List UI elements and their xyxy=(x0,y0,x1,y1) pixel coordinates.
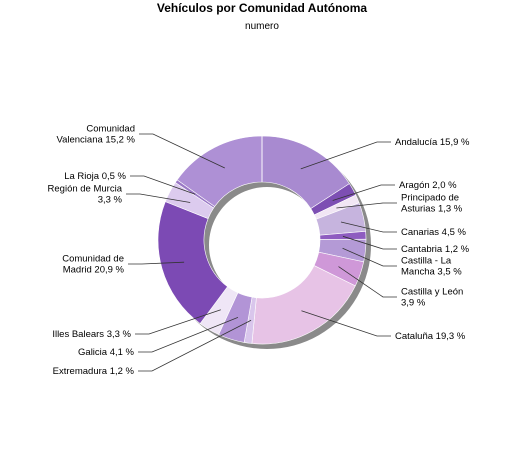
label-la-rioja: La Rioja 0,5 % xyxy=(64,171,126,182)
leader-illes-balears xyxy=(135,309,221,335)
chart-subtitle: numero xyxy=(245,21,279,32)
leader-canarias xyxy=(340,221,397,233)
label-leaders xyxy=(126,133,397,372)
leader-galicia xyxy=(138,316,239,353)
slice-comunidad-de-madrid xyxy=(157,201,228,325)
leader-comunidad-valenciana xyxy=(139,133,225,169)
label-galicia: Galicia 4,1 % xyxy=(78,347,135,358)
slice-labels: Andalucía 15,9 % Aragón 2,0 % Principado d… xyxy=(48,124,470,378)
leader-castilla-la-mancha xyxy=(342,247,397,267)
label-principado-de-asturias: Principado de Asturias 1,3 % xyxy=(401,193,463,215)
leader-comunidad-de-madrid xyxy=(128,261,185,265)
chart-title: Vehículos por Comunidad Autónoma xyxy=(157,1,368,15)
label-castilla-y-leon: Castilla y León 3,9 % xyxy=(401,287,463,309)
leader-extremadura xyxy=(138,319,252,372)
label-castilla-la-mancha: Castilla - La Mancha 3,5 % xyxy=(401,256,462,278)
label-aragon: Aragón 2,0 % xyxy=(399,180,457,191)
label-extremadura: Extremadura 1,2 % xyxy=(53,366,135,377)
label-canarias: Canarias 4,5 % xyxy=(401,227,467,238)
leader-aragon xyxy=(332,184,395,201)
leader-cantabria xyxy=(342,235,397,250)
label-illes-balears: Illes Balears 3,3 % xyxy=(52,329,131,340)
donut-slices xyxy=(157,135,367,345)
leader-region-de-murcia xyxy=(126,193,191,203)
label-region-de-murcia: Región de Murcia 3,3 % xyxy=(48,184,123,206)
leader-andalucia xyxy=(300,141,391,170)
label-cantabria: Cantabria 1,2 % xyxy=(401,244,470,255)
label-cataluna: Cataluña 19,3 % xyxy=(395,331,466,342)
leader-principado-de-asturias xyxy=(336,202,397,209)
label-comunidad-de-madrid: Comunidad de Madrid 20,9 % xyxy=(62,254,124,276)
label-comunidad-valenciana: Comunidad Valenciana 15,2 % xyxy=(56,124,135,146)
label-andalucia: Andalucía 15,9 % xyxy=(395,137,470,148)
leader-la-rioja xyxy=(130,175,196,195)
leader-castilla-y-leon xyxy=(338,266,397,298)
leader-cataluna xyxy=(301,310,391,337)
